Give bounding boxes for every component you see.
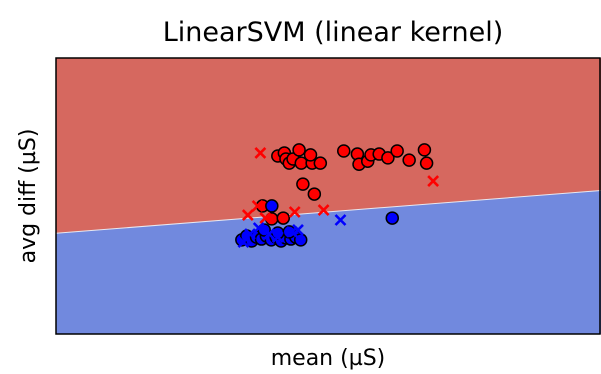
circle-point-0-11 xyxy=(313,156,328,170)
x-point-2-1 xyxy=(241,209,254,221)
circle-point-0-25 xyxy=(276,211,291,225)
circle-point-0-20 xyxy=(402,153,416,167)
circle-point-0-5 xyxy=(292,143,306,157)
x-point-2-0 xyxy=(254,147,267,159)
decision-region-negative xyxy=(56,190,601,334)
decision-region-positive xyxy=(56,58,601,234)
circle-point-0-12 xyxy=(337,144,351,158)
data-points xyxy=(235,143,440,249)
x-point-2-5 xyxy=(317,204,330,216)
x-point-2-2 xyxy=(251,200,264,212)
x-point-2-4 xyxy=(288,206,301,218)
circle-point-0-7 xyxy=(296,177,310,191)
x-point-3-3 xyxy=(263,228,276,241)
x-point-3-2 xyxy=(252,222,265,234)
decision-boundary-line xyxy=(56,189,601,234)
x-point-3-7 xyxy=(334,214,347,226)
circle-point-0-21 xyxy=(417,143,432,157)
x-point-3-4 xyxy=(271,231,284,244)
circle-point-0-22 xyxy=(419,156,434,170)
x-point-3-6 xyxy=(292,224,304,236)
x-point-3-1 xyxy=(244,228,256,241)
x-point-2-6 xyxy=(427,175,440,188)
circle-point-1-16 xyxy=(265,199,279,213)
circle-point-0-10 xyxy=(307,187,322,201)
plot-frame xyxy=(55,57,601,335)
circle-point-1-17 xyxy=(385,211,400,225)
circle-point-0-9 xyxy=(303,148,318,162)
x-axis-label: mean (µS) xyxy=(271,346,386,371)
x-point-2-3 xyxy=(259,212,272,224)
chart-title: LinearSVM (linear kernel) xyxy=(163,17,504,48)
circle-point-0-18 xyxy=(381,151,395,165)
circle-point-0-19 xyxy=(390,144,404,158)
y-axis-label: avg diff (µS) xyxy=(16,129,41,264)
